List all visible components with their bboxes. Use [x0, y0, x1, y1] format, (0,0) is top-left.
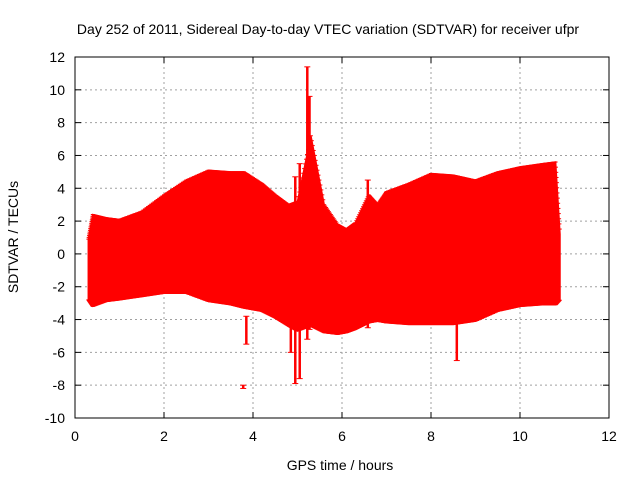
x-tick-label: 10: [512, 428, 528, 444]
outlier-spike: [304, 66, 311, 340]
outlier-spike: [287, 310, 294, 353]
y-tick-label: -6: [53, 344, 66, 360]
error-bar-edges: [86, 135, 562, 335]
data-layer: [86, 66, 562, 389]
x-tick-label: 6: [338, 428, 346, 444]
error-band: [87, 135, 561, 336]
x-axis-label: GPS time / hours: [287, 457, 394, 473]
y-axis-label: SDTVAR / TECUs: [5, 181, 21, 293]
axis-ticks: 0 2 4 6 8 10 12 -10 -8 -6 -4 -2 0 2 4 6 8 10 12: [45, 49, 617, 444]
y-tick-label: -8: [53, 377, 66, 393]
x-tick-label: 12: [601, 428, 617, 444]
x-tick-label: 2: [160, 428, 168, 444]
x-tick-label: 0: [71, 428, 79, 444]
outlier-spike: [453, 315, 460, 362]
outlier-spike: [243, 315, 250, 345]
x-tick-label: 4: [249, 428, 257, 444]
x-tick-label: 8: [427, 428, 435, 444]
y-tick-label: -4: [53, 312, 66, 328]
y-tick-label: 4: [57, 180, 65, 196]
chart-title: Day 252 of 2011, Sidereal Day-to-day VTE…: [77, 21, 579, 37]
y-tick-label: -10: [45, 410, 65, 426]
y-tick-label: 12: [49, 49, 65, 65]
y-tick-label: 6: [57, 147, 65, 163]
y-tick-label: 10: [49, 82, 65, 98]
outlier-spike: [292, 176, 299, 385]
outlier-spike: [306, 95, 313, 330]
outlier-spike: [240, 384, 247, 389]
y-tick-label: 8: [57, 115, 65, 131]
y-tick-label: 0: [57, 246, 65, 262]
y-tick-label: -2: [53, 279, 66, 295]
outlier-spike: [364, 179, 371, 329]
outlier-spike: [296, 163, 303, 380]
y-tick-label: 2: [57, 213, 65, 229]
